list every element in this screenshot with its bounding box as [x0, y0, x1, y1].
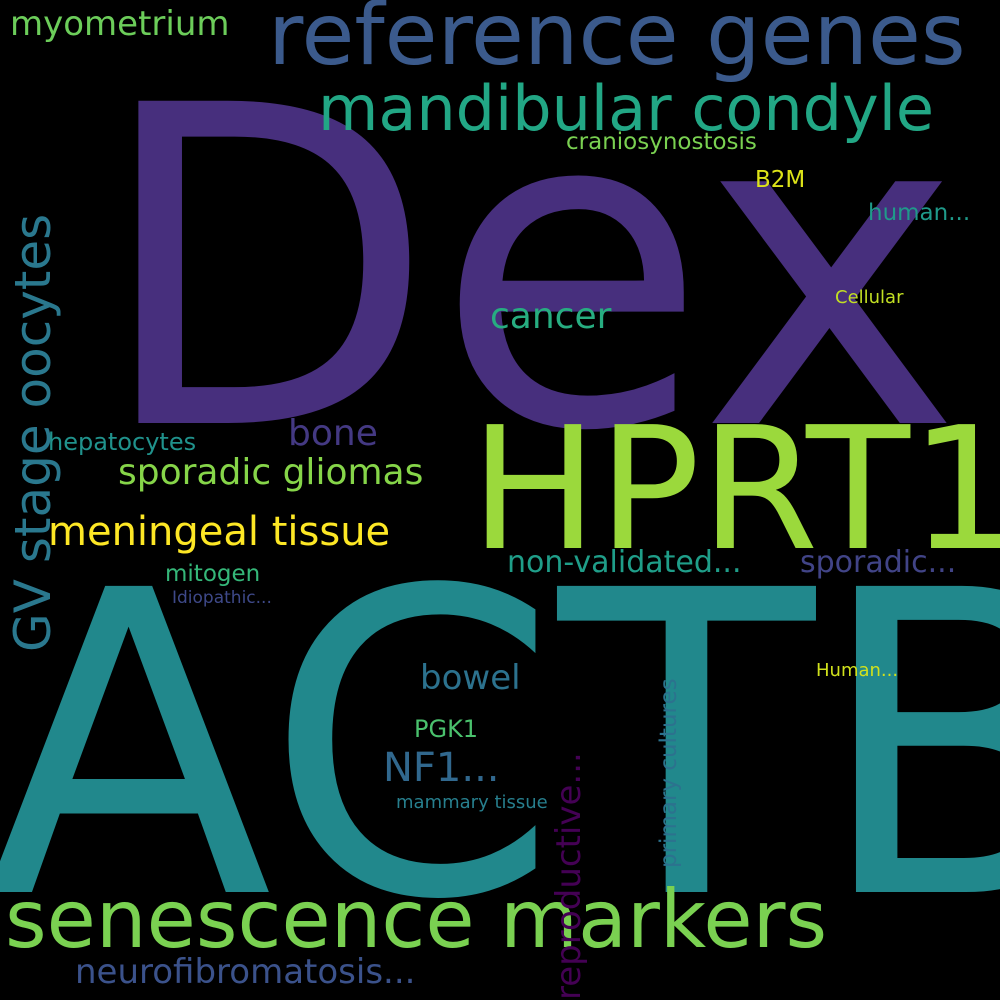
word-dex: Dex: [95, 14, 962, 528]
word-human-lowercase: human...: [868, 200, 971, 226]
word-senescence-markers: senescence markers: [5, 873, 828, 966]
word-reference-genes: reference genes: [268, 0, 966, 85]
word-cancer: cancer: [490, 296, 612, 337]
word-b2m: B2M: [755, 167, 806, 193]
word-non-validated: non-validated...: [507, 545, 742, 580]
word-sporadic-gliomas: sporadic gliomas: [118, 452, 424, 493]
word-human-capitalized: Human...: [816, 660, 899, 681]
word-idiopathic: Idiopathic...: [172, 588, 272, 608]
word-craniosynostosis: craniosynostosis: [566, 129, 757, 155]
word-cellular: Cellular: [835, 287, 904, 308]
word-myometrium: myometrium: [10, 4, 230, 44]
word-hepatocytes: hepatocytes: [48, 428, 197, 456]
word-meningeal-tissue: meningeal tissue: [48, 509, 391, 555]
word-bone: bone: [288, 413, 378, 454]
word-nf1: NF1...: [383, 745, 500, 791]
word-mitogen: mitogen: [165, 561, 261, 587]
word-bowel: bowel: [420, 658, 521, 698]
word-hprt1: HPRT1: [470, 391, 1000, 589]
word-reproductive: reproductive...: [549, 752, 589, 1000]
word-actb: ACTB: [0, 503, 1000, 992]
word-sporadic: sporadic...: [800, 545, 957, 580]
word-neurofibromatosis: neurofibromatosis...: [75, 952, 416, 992]
word-mammary-tissue: mammary tissue: [396, 792, 548, 813]
word-pgk1: PGK1: [414, 715, 479, 743]
word-primary-cultures: primary cultures: [656, 678, 682, 868]
word-mandibular-condyle: mandibular condyle: [318, 72, 935, 145]
